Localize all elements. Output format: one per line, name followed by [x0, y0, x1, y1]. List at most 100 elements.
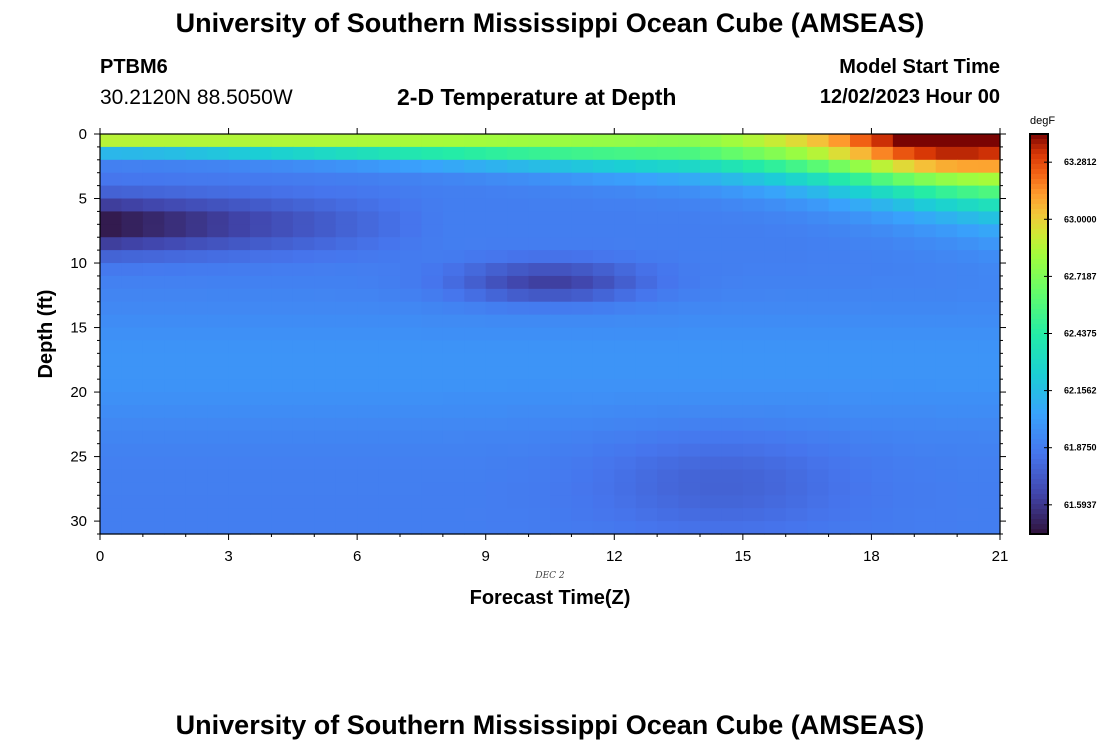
heatmap-cell [357, 366, 380, 380]
heatmap-cell [185, 327, 208, 342]
colorbar-tick-label: 61.5937 [1064, 500, 1097, 510]
heatmap-cell [228, 469, 251, 483]
y-axis-label: Depth (ft) [35, 290, 57, 379]
heatmap-cell [485, 508, 508, 522]
heatmap-cell [271, 456, 294, 471]
heatmap-cell [207, 482, 230, 496]
heatmap-cell [871, 443, 894, 458]
heatmap-cell [914, 366, 937, 380]
heatmap-cell [785, 495, 808, 509]
heatmap-cell [164, 198, 187, 213]
colorbar-swatch [1030, 344, 1048, 350]
heatmap-cell [657, 275, 680, 290]
heatmap-cell [764, 301, 787, 316]
heatmap-cell [935, 146, 958, 161]
heatmap-cell [700, 392, 723, 406]
heatmap-cell [485, 301, 508, 316]
heatmap-cell [978, 275, 1001, 290]
heatmap-cell [185, 224, 208, 238]
heatmap-cell [571, 263, 594, 277]
heatmap-cell [978, 417, 1001, 432]
heatmap-cell [550, 211, 573, 225]
heatmap-cell [335, 508, 358, 522]
heatmap-cell [764, 353, 787, 367]
y-tick-label: 5 [79, 191, 87, 208]
heatmap-cell [185, 340, 208, 354]
heatmap-cell [785, 482, 808, 496]
heatmap-cell [164, 327, 187, 342]
heatmap-cell [400, 198, 423, 213]
colorbar-swatch [1030, 274, 1048, 280]
heatmap-cell [142, 275, 165, 290]
heatmap-cell [700, 185, 723, 200]
heatmap-cell [978, 185, 1001, 200]
heatmap-cell [678, 146, 701, 161]
heatmap-cell [785, 314, 808, 329]
heatmap-cell [550, 443, 573, 458]
heatmap-cell [185, 301, 208, 316]
heatmap-cell [700, 301, 723, 316]
heatmap-cell [871, 521, 894, 535]
heatmap-cell [700, 134, 723, 148]
heatmap-cell [442, 417, 465, 432]
colorbar-swatch [1030, 484, 1048, 490]
heatmap-cell [828, 340, 851, 354]
heatmap-cell [207, 353, 230, 367]
heatmap-cell [657, 172, 680, 187]
heatmap-cell [807, 250, 830, 264]
heatmap-cell [614, 469, 637, 483]
heatmap-cell [742, 263, 765, 277]
heatmap-cell [100, 456, 123, 471]
colorbar-swatch [1030, 234, 1048, 240]
heatmap-cell [271, 469, 294, 483]
heatmap-cell [807, 288, 830, 303]
heatmap-cell [914, 288, 937, 303]
heatmap-cell [550, 340, 573, 354]
heatmap-cell [228, 263, 251, 277]
heatmap-cell [785, 275, 808, 290]
heatmap-cell [571, 250, 594, 264]
heatmap-cell [292, 456, 315, 471]
footer-title: University of Southern Mississippi Ocean… [175, 710, 925, 740]
heatmap-cell [335, 443, 358, 458]
heatmap-cell [207, 250, 230, 264]
heatmap-cell [657, 392, 680, 406]
heatmap-cell [507, 134, 530, 148]
heatmap-cell [292, 224, 315, 238]
heatmap-cell [442, 185, 465, 200]
heatmap-cell [464, 198, 487, 213]
heatmap-cell [250, 392, 273, 406]
heatmap-cell [721, 521, 744, 535]
heatmap-cell [635, 353, 658, 367]
heatmap-cell [957, 508, 980, 522]
heatmap-cell [978, 379, 1001, 393]
heatmap-cell [357, 417, 380, 432]
colorbar-swatch [1030, 444, 1048, 450]
heatmap-cell [378, 237, 401, 251]
heatmap-cell [957, 417, 980, 432]
heatmap-cell [742, 353, 765, 367]
heatmap-cell [100, 379, 123, 393]
heatmap-cell [614, 301, 637, 316]
heatmap-cell [507, 495, 530, 509]
heatmap-cell [828, 237, 851, 251]
heatmap-cell [957, 430, 980, 445]
heatmap-cell [335, 185, 358, 200]
heatmap-cell [121, 366, 144, 380]
heatmap-cell [335, 263, 358, 277]
heatmap-cell [807, 340, 830, 354]
heatmap-cell [657, 443, 680, 458]
heatmap-cell [700, 224, 723, 238]
colorbar-tick-label: 62.7187 [1064, 271, 1097, 281]
heatmap-cell [700, 430, 723, 445]
heatmap-cell [571, 146, 594, 161]
heatmap-cell [228, 159, 251, 174]
heatmap-cell [871, 392, 894, 406]
heatmap-cell [657, 430, 680, 445]
heatmap-cell [100, 172, 123, 187]
heatmap-cell [421, 288, 444, 303]
heatmap-cell [421, 379, 444, 393]
heatmap-cell [485, 314, 508, 329]
heatmap-cell [635, 327, 658, 342]
colorbar-swatch [1030, 479, 1048, 485]
